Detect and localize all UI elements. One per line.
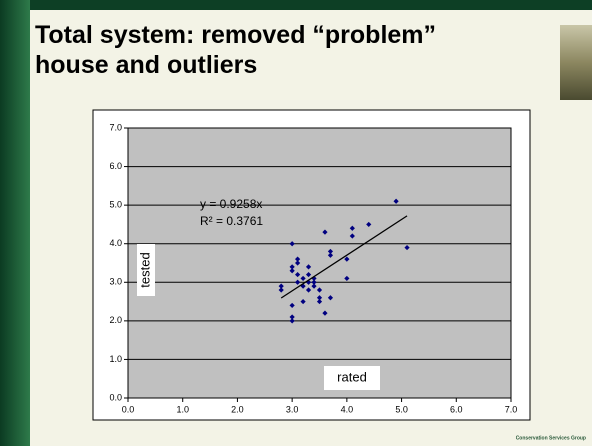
point: [349, 233, 355, 239]
point: [289, 268, 295, 274]
point: [295, 279, 301, 285]
y-tick-label: 7.0: [109, 122, 122, 132]
point: [289, 318, 295, 324]
top-band: [0, 0, 592, 10]
x-tick-label: 1.0: [176, 404, 189, 414]
y-tick-label: 3.0: [109, 277, 122, 287]
point: [295, 271, 301, 278]
x-tick-label: 5.0: [395, 404, 408, 414]
point: [344, 275, 350, 282]
trendline: [280, 215, 408, 299]
point: [344, 256, 350, 262]
x-tick-label: 0.0: [122, 404, 135, 414]
point: [311, 283, 317, 289]
x-tick-label: 4.0: [341, 404, 354, 414]
point: [289, 314, 295, 320]
y-tick-label: 0.0: [109, 392, 122, 402]
y-tick-label: 1.0: [109, 354, 122, 364]
point: [300, 275, 306, 282]
point: [311, 279, 317, 285]
point: [327, 248, 334, 255]
x-tick-label: 3.0: [286, 404, 299, 414]
r-squared: R² = 0.3761: [200, 214, 263, 228]
slide-title: Total system: removed “problem” house an…: [35, 21, 437, 79]
point: [322, 229, 328, 235]
point: [295, 260, 301, 266]
photo-strip: [560, 25, 592, 100]
point: [295, 256, 301, 262]
point: [289, 241, 295, 247]
y-tick-label: 4.0: [109, 238, 122, 248]
point: [316, 295, 323, 301]
point: [349, 225, 355, 231]
x-tick-label: 7.0: [505, 404, 518, 414]
plot-border: [127, 127, 512, 399]
left-band: [0, 0, 30, 446]
point: [278, 283, 284, 289]
y-tick-label: 2.0: [109, 315, 122, 325]
footer-logo: Conservation Services Group: [516, 435, 586, 441]
point: [289, 302, 295, 309]
y-axis-label: tested: [137, 252, 152, 287]
point: [316, 287, 323, 293]
x-tick-label: 2.0: [231, 404, 244, 414]
y-tick-label: 6.0: [109, 161, 122, 171]
plot-area: [128, 128, 511, 398]
point: [404, 244, 410, 251]
point: [322, 310, 328, 316]
point: [316, 298, 323, 305]
point: [278, 287, 284, 293]
y-label-box: [137, 244, 155, 296]
equation: y = 0.9258x: [200, 197, 262, 211]
point: [289, 264, 295, 270]
point: [393, 198, 399, 204]
x-axis-label: rated: [337, 369, 367, 384]
point: [305, 271, 312, 278]
point: [300, 283, 306, 289]
point: [327, 252, 334, 258]
point: [305, 287, 312, 293]
point: [300, 298, 306, 305]
point: [305, 264, 312, 270]
x-tick-label: 6.0: [450, 404, 463, 414]
point: [366, 221, 372, 228]
y-tick-label: 5.0: [109, 200, 122, 210]
x-label-box: [324, 366, 380, 390]
point: [327, 295, 334, 301]
